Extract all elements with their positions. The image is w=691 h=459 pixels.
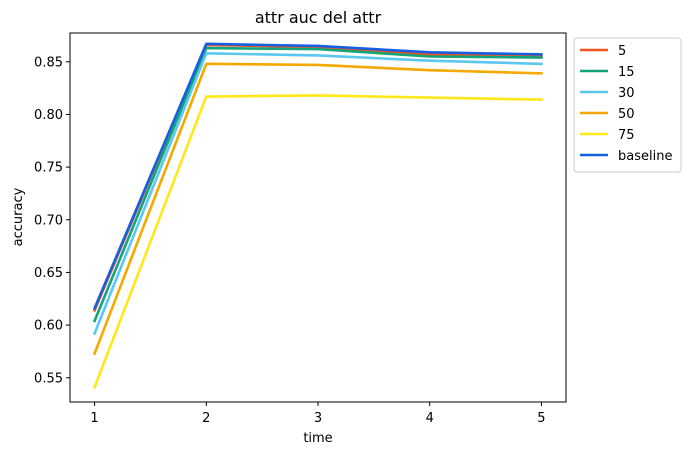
series-line-30	[92, 52, 543, 336]
legend-label: 5	[618, 44, 626, 59]
y-tick-label: 0.75	[34, 161, 63, 176]
series-line-50	[92, 62, 543, 356]
series-line-75	[92, 94, 543, 389]
y-tick-label: 0.65	[34, 266, 63, 281]
plot-area	[69, 32, 567, 403]
legend: 5 15 30 50 75 baseline	[573, 37, 682, 173]
x-tick-label: 1	[90, 411, 98, 426]
axes-frame	[69, 32, 567, 403]
legend-label: 50	[618, 107, 635, 122]
legend-label: baseline	[618, 149, 672, 164]
y-tick-label: 0.85	[34, 55, 63, 70]
y-axis-label: accuracy	[11, 187, 26, 246]
series-layer	[92, 42, 543, 389]
y-tick-label: 0.70	[34, 213, 63, 228]
series-line-baseline	[92, 42, 543, 310]
x-tick-label: 2	[202, 411, 210, 426]
x-axis-label: time	[303, 431, 332, 446]
y-tick-label: 0.80	[34, 108, 63, 123]
y-axis-ticks: 0.55 0.60 0.65 0.70 0.75 0.80 0.85	[34, 55, 70, 386]
y-tick-label: 0.60	[34, 319, 63, 334]
legend-items: 5 15 30 50 75 baseline	[580, 44, 672, 164]
x-axis-ticks: 1 2 3 4 5	[90, 402, 546, 426]
legend-label: 15	[618, 65, 635, 80]
legend-label: 75	[618, 128, 635, 143]
x-tick-label: 5	[537, 411, 545, 426]
x-tick-label: 4	[426, 411, 434, 426]
legend-label: 30	[618, 86, 635, 101]
y-tick-label: 0.55	[34, 371, 63, 386]
x-tick-label: 3	[314, 411, 322, 426]
chart-title: attr auc del attr	[255, 8, 382, 27]
series-line-15	[92, 46, 543, 323]
